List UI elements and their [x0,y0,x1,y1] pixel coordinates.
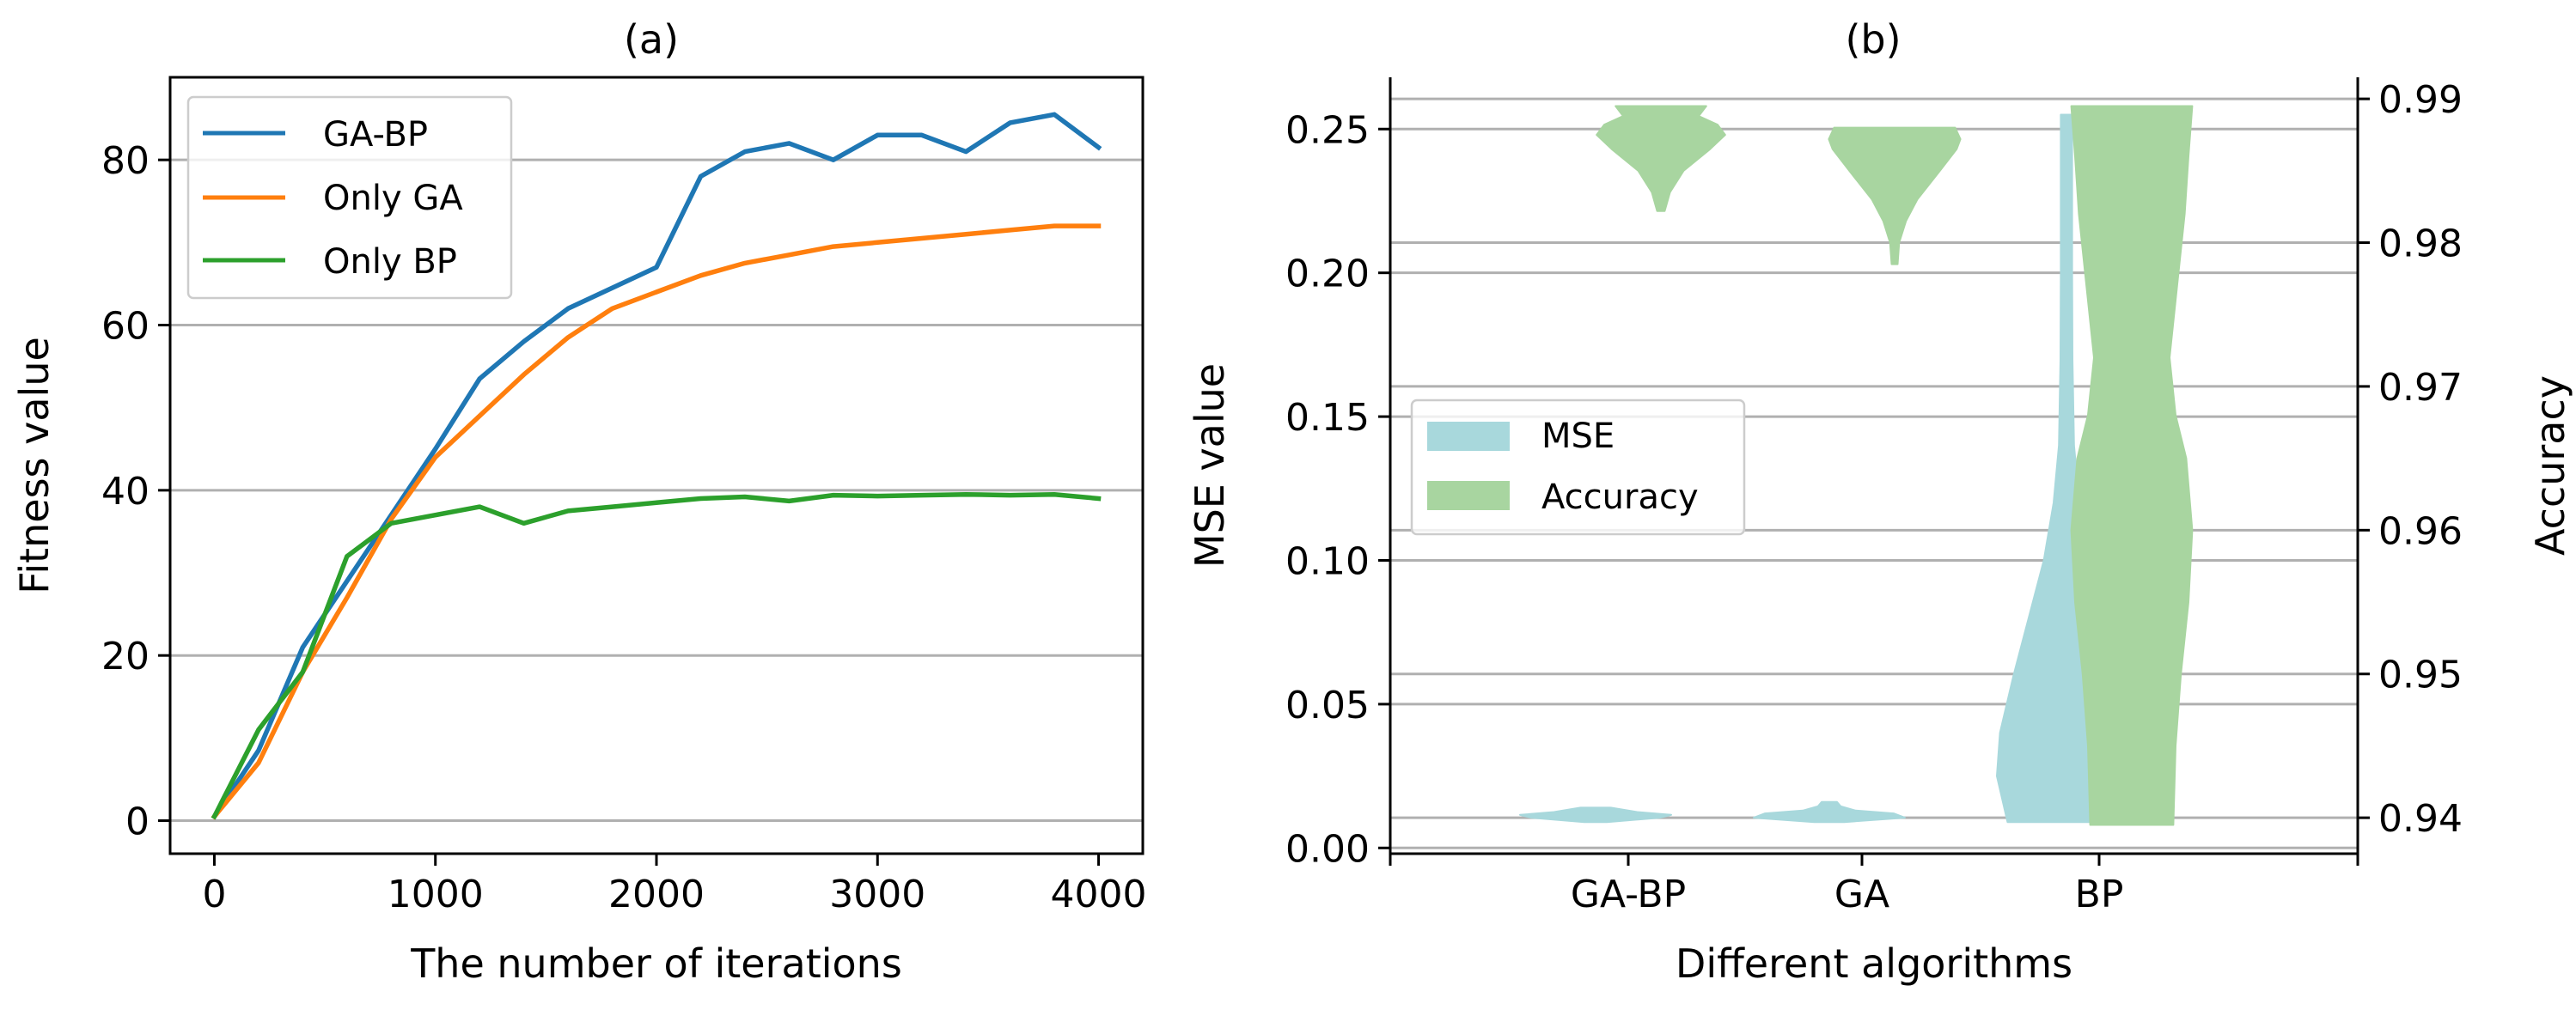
panel-b-x-axis-label: Different algorithms [1676,940,2072,987]
panel-a-legend: GA-BP Only GA Only BP [186,95,513,300]
panel-b-left-y-axis-label: MSE value [1187,363,1233,568]
violin-mse-ga-bp [1519,806,1672,824]
panel-a-line-chart: (a) 0 1000 2000 3000 4000 0 20 40 60 80 The numb… [11,16,1147,987]
panel-b-right-tick-label: 0.98 [2378,222,2463,266]
panel-a-series [211,112,1102,820]
series-line-only-ga [211,223,1102,820]
panel-b-right-y-ticks: 0.94 0.95 0.96 0.97 0.98 0.99 [2358,78,2463,841]
legend-swatch-accuracy [1427,481,1510,510]
panel-a-y-tick-label: 0 [125,800,150,844]
panel-b-right-tick-label: 0.95 [2378,654,2463,697]
panel-a-x-tick-label: 1000 [388,873,484,916]
panel-b-legend: MSE Accuracy [1410,398,1746,536]
panel-a-y-axis-label: Fitness value [11,337,58,594]
panel-a-title: (a) [624,16,679,63]
panel-a-x-tick-label: 3000 [829,873,925,916]
series-line-ga-bp [211,112,1102,820]
panel-b-right-y-axis-label: Accuracy [2527,375,2573,556]
panel-b-left-tick-label: 0.00 [1285,827,1370,871]
legend-label-only-ga: Only GA [323,179,463,218]
panel-b-right-tick-label: 0.94 [2378,797,2463,841]
panel-a-x-axis-label: The number of iterations [410,940,902,987]
panel-b-right-tick-label: 0.97 [2378,366,2463,410]
legend-label-accuracy: Accuracy [1541,478,1699,517]
legend-label-mse: MSE [1541,417,1615,456]
panel-b-x-ticks: GA-BP GA BP [1389,854,2359,916]
violin-accuracy-bp [2070,105,2194,826]
legend-label-only-bp: Only BP [323,242,457,282]
panel-b-violins [1519,105,2194,826]
panel-a-x-tick-label: 2000 [608,873,705,916]
panel-a-y-tick-label: 40 [101,470,150,514]
panel-a-y-tick-label: 80 [101,139,150,183]
violin-accuracy-ga [1828,126,1962,265]
legend-label-ga-bp: GA-BP [323,115,428,155]
panel-a-x-tick-label: 0 [202,873,226,916]
legend-swatch-mse [1427,422,1510,451]
panel-a-legend-box [186,95,513,300]
panel-a-y-ticks: 0 20 40 60 80 [101,139,170,844]
panel-b-left-tick-label: 0.20 [1285,252,1370,296]
panel-b-title: (b) [1845,16,1901,63]
panel-b-left-tick-label: 0.25 [1285,108,1370,152]
panel-a-x-tick-label: 4000 [1051,873,1147,916]
panel-a-x-ticks: 0 1000 2000 3000 4000 [202,854,1147,916]
violin-accuracy-ga-bp [1596,105,1726,212]
panel-a-y-tick-label: 60 [101,305,150,349]
violin-mse-ga [1753,800,1906,824]
panel-b-x-tick-label: GA [1834,873,1889,916]
panel-b-left-y-ticks: 0.00 0.05 0.10 0.15 0.20 0.25 [1285,108,1390,871]
panel-a-y-tick-label: 20 [101,635,150,678]
panel-b-x-tick-label: GA-BP [1571,873,1686,916]
panel-b-violin-chart: (b) GA-BP GA BP 0.00 0.05 0.10 0.15 0.20 0.25 0… [1187,16,2573,987]
panel-b-right-tick-label: 0.99 [2378,78,2463,122]
panel-b-left-tick-label: 0.15 [1285,396,1370,440]
panel-b-left-tick-label: 0.05 [1285,684,1370,727]
series-line-only-bp [211,491,1102,820]
panel-b-right-tick-label: 0.96 [2378,509,2463,553]
panel-b-left-tick-label: 0.10 [1285,539,1370,583]
panel-b-x-tick-label: BP [2075,873,2124,916]
